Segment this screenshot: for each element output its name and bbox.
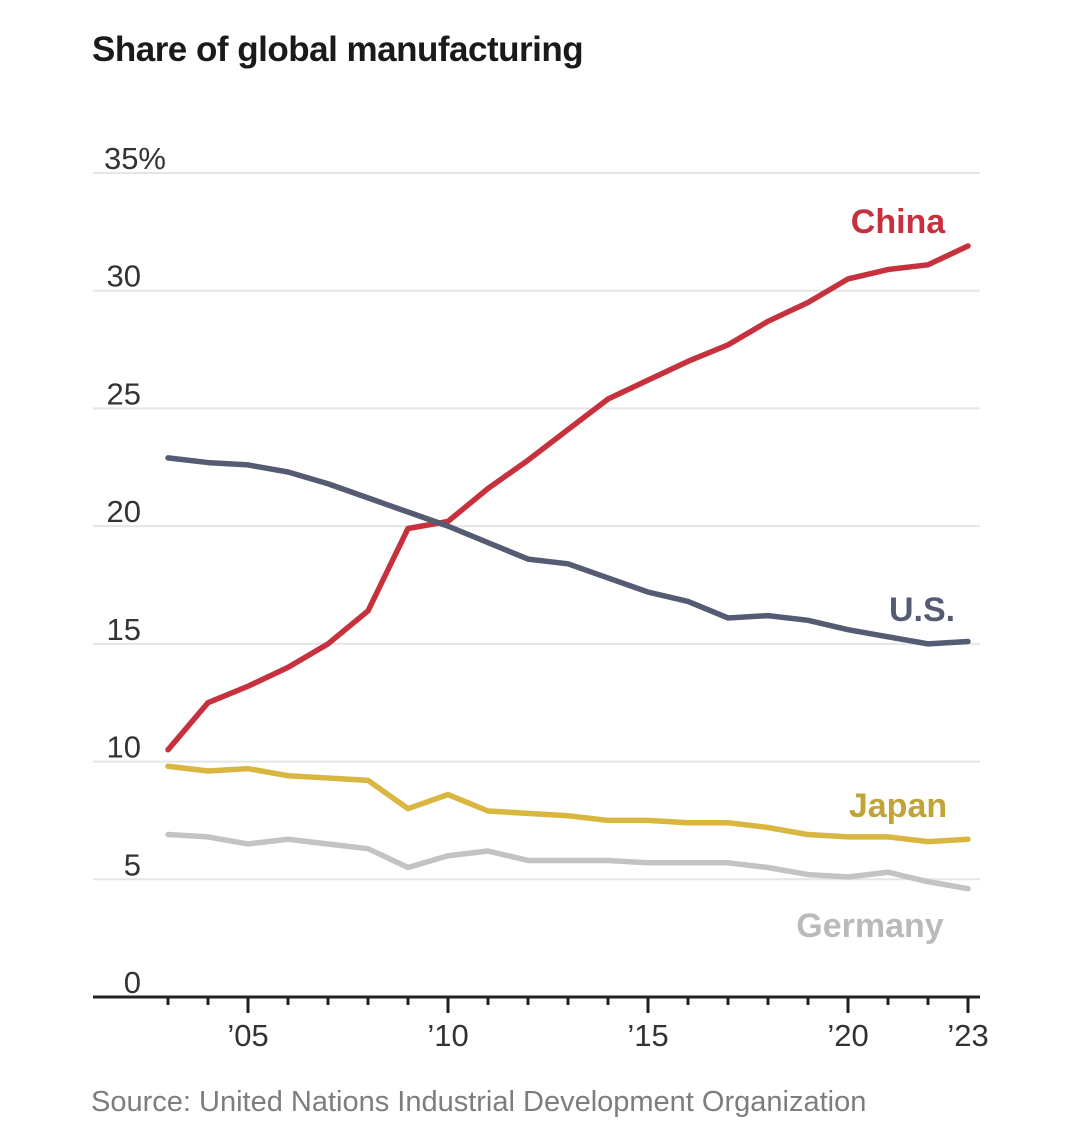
x-tick-label: ’15 (627, 1018, 668, 1053)
x-tick-label: ’20 (827, 1018, 868, 1053)
y-tick-label: 15 (107, 612, 141, 647)
series-line-germany (165, 831, 971, 892)
y-tick-label: 25 (107, 376, 141, 411)
series-label-germany: Germany (796, 907, 943, 945)
series-line-us (165, 455, 971, 647)
source-note: Source: United Nations Industrial Develo… (91, 1086, 867, 1118)
chart-title: Share of global manufacturing (92, 30, 584, 69)
y-tick-label: 5 (124, 847, 141, 882)
series-line-japan (165, 763, 971, 845)
x-tick-label: ’10 (427, 1018, 468, 1053)
series-label-japan: Japan (849, 787, 947, 825)
y-tick-label: 20 (107, 494, 141, 529)
y-tick-label: 0 (124, 965, 141, 1000)
series-label-us: U.S. (889, 591, 955, 629)
x-tick-label: ’05 (227, 1018, 268, 1053)
y-tick-label: 10 (107, 730, 141, 765)
x-tick-label: ’23 (947, 1018, 988, 1053)
series-label-china: China (851, 203, 947, 241)
series-line-china (165, 243, 971, 753)
y-tick-label: 35% (104, 141, 166, 176)
y-tick-label: 30 (107, 259, 141, 294)
